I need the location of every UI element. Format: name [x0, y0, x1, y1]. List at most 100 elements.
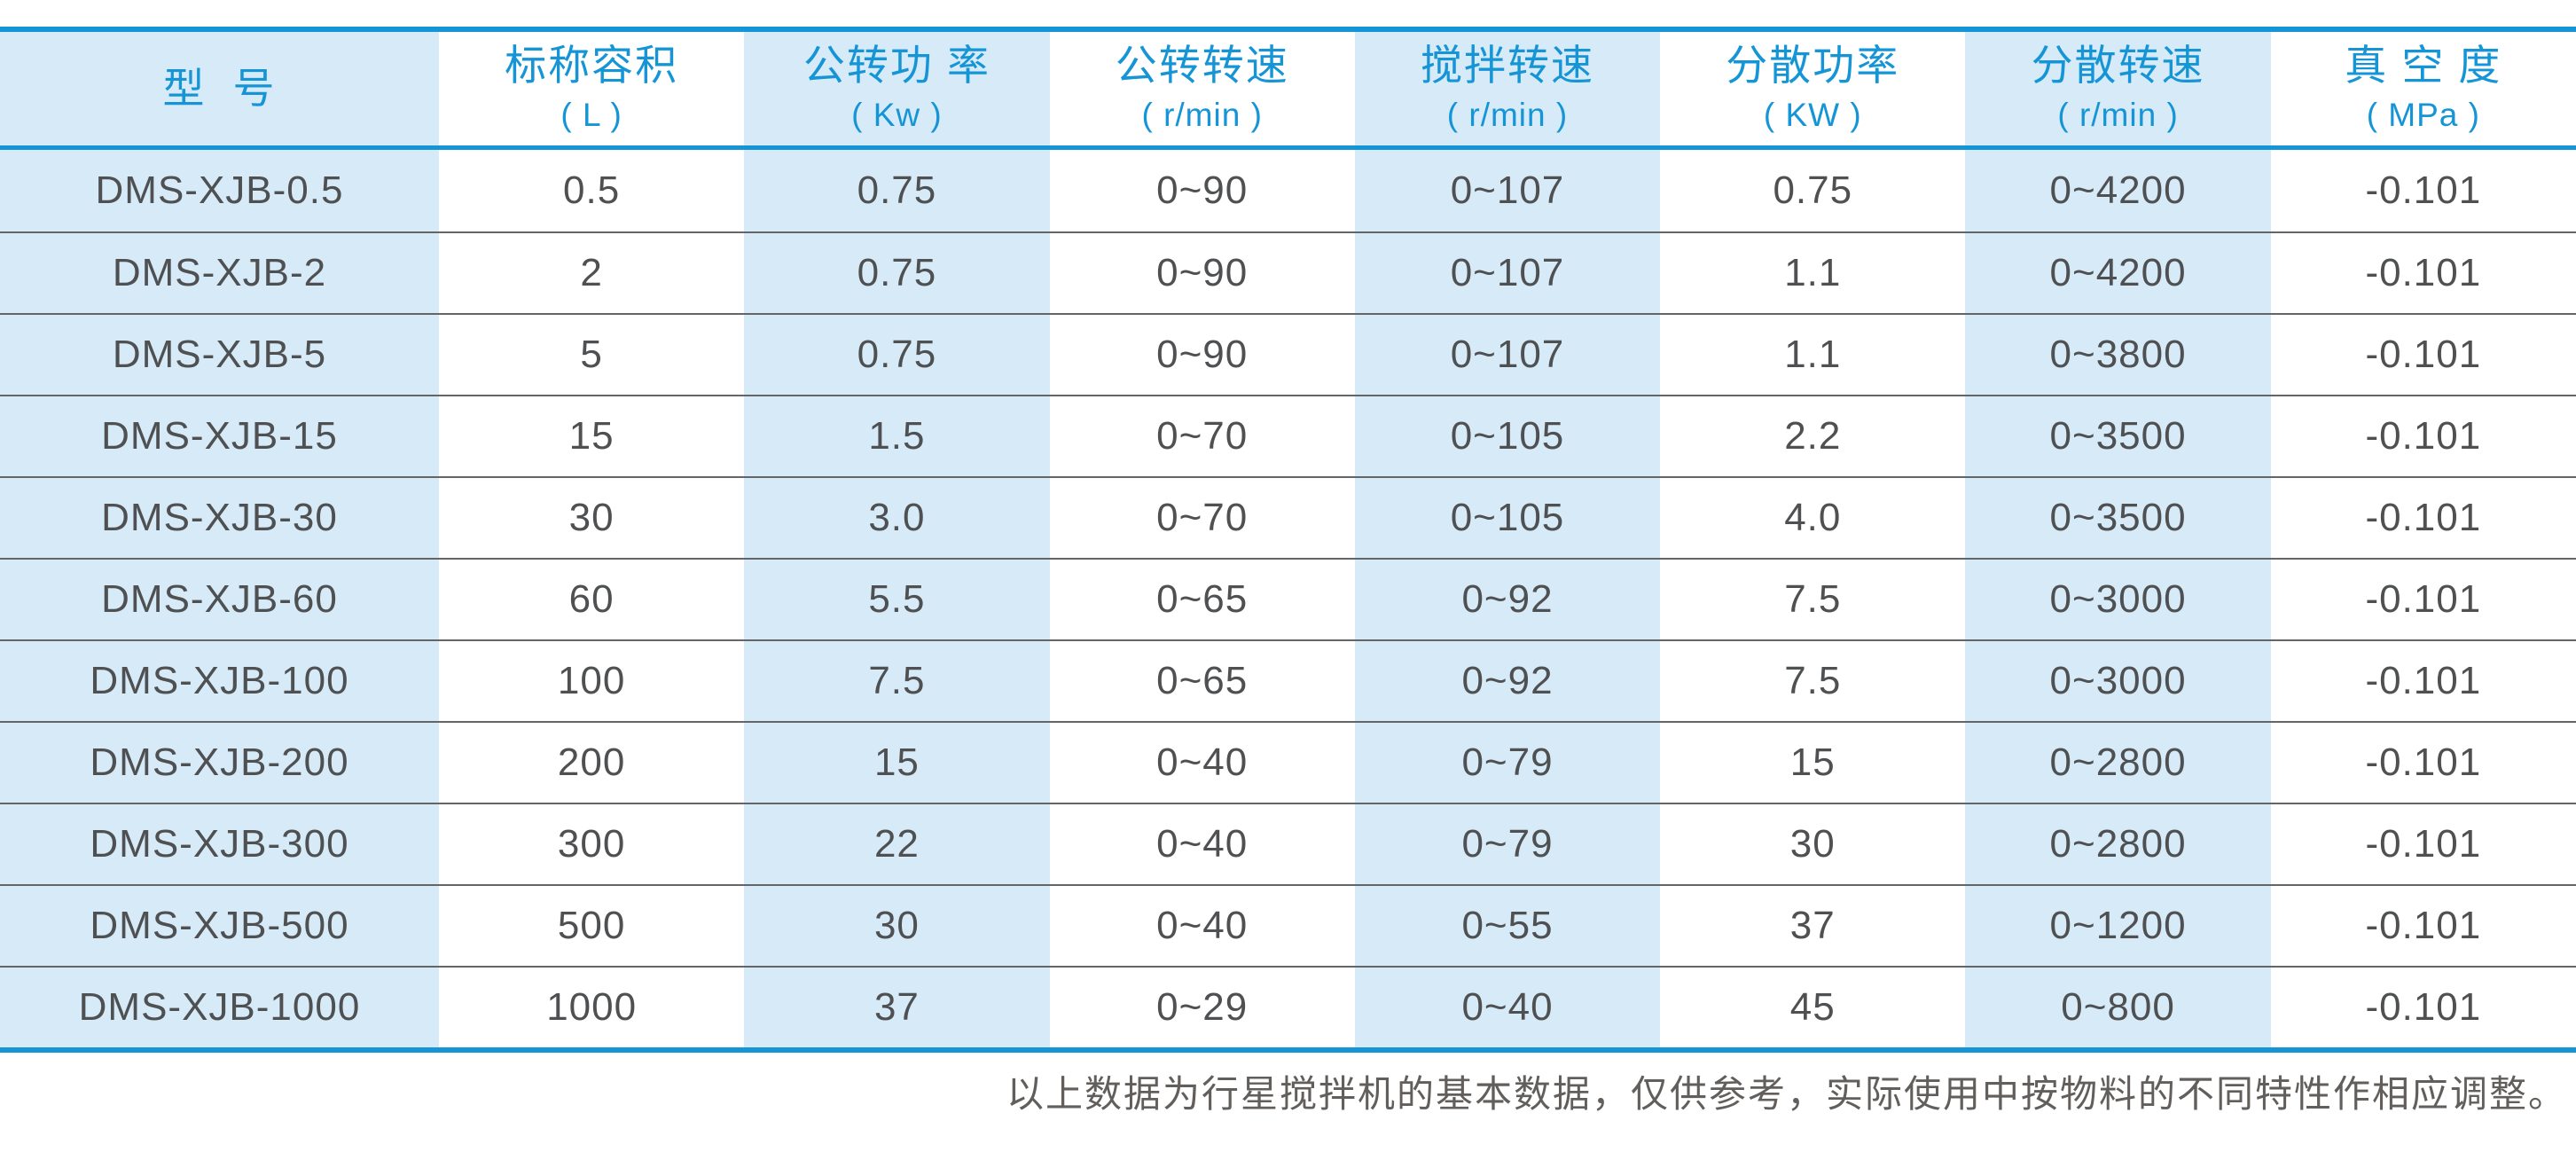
value-cell: 0~800: [1965, 968, 2271, 1047]
header-unit: ( L ): [560, 97, 622, 133]
value-cell: 37: [1660, 886, 1966, 966]
header-title: 分散转速: [2031, 42, 2205, 89]
value-cell: 0~107: [1354, 315, 1661, 395]
header-unit: ( r/min ): [1141, 97, 1263, 133]
header-cell-vacuum-degree: 真 空 度 ( MPa ): [2270, 32, 2576, 145]
model-cell: DMS-XJB-200: [0, 723, 439, 803]
value-cell: 300: [439, 804, 745, 884]
value-cell: 100: [439, 641, 745, 721]
value-cell: 0~1200: [1965, 886, 2271, 966]
value-cell: 0.75: [1660, 150, 1966, 231]
model-cell: DMS-XJB-0.5: [0, 150, 439, 231]
spec-table: 型 号 标称容积 ( L ) 公转功 率 ( Kw ) 公转转速 ( r/min…: [0, 27, 2576, 1053]
header-title: 分散功率: [1726, 42, 1900, 89]
value-cell: 15: [744, 723, 1050, 803]
table-row: DMS-XJB-200 200 15 0~40 0~79 15 0~2800 -0.101: [0, 721, 2576, 803]
model-cell: DMS-XJB-60: [0, 560, 439, 639]
value-cell: 0~40: [1049, 723, 1355, 803]
header-title: 标称容积: [505, 42, 679, 89]
value-cell: 4.0: [1660, 478, 1966, 558]
value-cell: 7.5: [1660, 560, 1966, 639]
header-cell-revolution-power: 公转功 率 ( Kw ): [744, 32, 1050, 145]
table-row: DMS-XJB-1000 1000 37 0~29 0~40 45 0~800 -0.101: [0, 966, 2576, 1047]
value-cell: -0.101: [2270, 968, 2576, 1047]
header-cell-dispersion-speed: 分散转速 ( r/min ): [1965, 32, 2271, 145]
value-cell: 0.75: [744, 315, 1050, 395]
footnote-area: 以上数据为行星搅拌机的基本数据，仅供参考，实际使用中按物料的不同特性作相应调整。: [0, 1053, 2576, 1130]
footnote-text: 以上数据为行星搅拌机的基本数据，仅供参考，实际使用中按物料的不同特性作相应调整。: [1006, 1072, 2567, 1116]
value-cell: 30: [744, 886, 1050, 966]
value-cell: 15: [439, 396, 745, 476]
table-header-row: 型 号 标称容积 ( L ) 公转功 率 ( Kw ) 公转转速 ( r/min…: [0, 32, 2576, 150]
value-cell: 7.5: [744, 641, 1050, 721]
value-cell: 500: [439, 886, 745, 966]
value-cell: 30: [439, 478, 745, 558]
header-unit: ( r/min ): [1446, 97, 1569, 133]
header-title: 公转转速: [1115, 42, 1289, 89]
header-title: 型 号: [162, 65, 277, 112]
value-cell: 0~40: [1049, 886, 1355, 966]
value-cell: 1.5: [744, 396, 1050, 476]
model-cell: DMS-XJB-300: [0, 804, 439, 884]
value-cell: 0~107: [1354, 150, 1661, 231]
header-unit: ( Kw ): [851, 97, 943, 133]
value-cell: 2.2: [1660, 396, 1966, 476]
header-cell-dispersion-power: 分散功率 ( KW ): [1660, 32, 1966, 145]
value-cell: 60: [439, 560, 745, 639]
header-unit: ( r/min ): [2057, 97, 2179, 133]
header-unit: ( KW ): [1763, 97, 1862, 133]
value-cell: 0~105: [1354, 478, 1661, 558]
header-cell-model: 型 号: [0, 32, 439, 145]
value-cell: 0.75: [744, 150, 1050, 231]
table-row: DMS-XJB-0.5 0.5 0.75 0~90 0~107 0.75 0~4200 -0.…: [0, 150, 2576, 231]
value-cell: 0~55: [1354, 886, 1661, 966]
header-title: 搅拌转速: [1420, 42, 1594, 89]
value-cell: 0~90: [1049, 150, 1355, 231]
value-cell: 0~2800: [1965, 804, 2271, 884]
table-row: DMS-XJB-30 30 3.0 0~70 0~105 4.0 0~3500 -0.101: [0, 476, 2576, 558]
value-cell: 0~3500: [1965, 396, 2271, 476]
model-cell: DMS-XJB-5: [0, 315, 439, 395]
value-cell: -0.101: [2270, 396, 2576, 476]
table-row: DMS-XJB-5 5 0.75 0~90 0~107 1.1 0~3800 -0.101: [0, 313, 2576, 395]
table-row: DMS-XJB-500 500 30 0~40 0~55 37 0~1200 -0.101: [0, 884, 2576, 966]
value-cell: 1000: [439, 968, 745, 1047]
value-cell: 30: [1660, 804, 1966, 884]
value-cell: 0~70: [1049, 396, 1355, 476]
value-cell: 5: [439, 315, 745, 395]
model-cell: DMS-XJB-2: [0, 233, 439, 313]
table-row: DMS-XJB-300 300 22 0~40 0~79 30 0~2800 -0.101: [0, 803, 2576, 884]
value-cell: 0~92: [1354, 560, 1661, 639]
value-cell: 0~107: [1354, 233, 1661, 313]
value-cell: 0~79: [1354, 723, 1661, 803]
value-cell: 0~3800: [1965, 315, 2271, 395]
value-cell: 1.1: [1660, 315, 1966, 395]
value-cell: 7.5: [1660, 641, 1966, 721]
value-cell: 0~65: [1049, 641, 1355, 721]
value-cell: -0.101: [2270, 641, 2576, 721]
header-title: 公转功 率: [803, 42, 990, 89]
value-cell: 0.75: [744, 233, 1050, 313]
value-cell: -0.101: [2270, 233, 2576, 313]
value-cell: 0~90: [1049, 315, 1355, 395]
header-title: 真 空 度: [2345, 42, 2502, 89]
value-cell: 0~40: [1049, 804, 1355, 884]
value-cell: 0~40: [1354, 968, 1661, 1047]
value-cell: -0.101: [2270, 804, 2576, 884]
model-cell: DMS-XJB-500: [0, 886, 439, 966]
model-cell: DMS-XJB-15: [0, 396, 439, 476]
value-cell: 0~3000: [1965, 641, 2271, 721]
value-cell: 0~70: [1049, 478, 1355, 558]
value-cell: 3.0: [744, 478, 1050, 558]
value-cell: 0.5: [439, 150, 745, 231]
value-cell: 0~3500: [1965, 478, 2271, 558]
value-cell: 45: [1660, 968, 1966, 1047]
header-unit: ( MPa ): [2366, 97, 2480, 133]
value-cell: 0~29: [1049, 968, 1355, 1047]
value-cell: -0.101: [2270, 478, 2576, 558]
value-cell: 37: [744, 968, 1050, 1047]
value-cell: -0.101: [2270, 560, 2576, 639]
value-cell: 200: [439, 723, 745, 803]
value-cell: -0.101: [2270, 723, 2576, 803]
